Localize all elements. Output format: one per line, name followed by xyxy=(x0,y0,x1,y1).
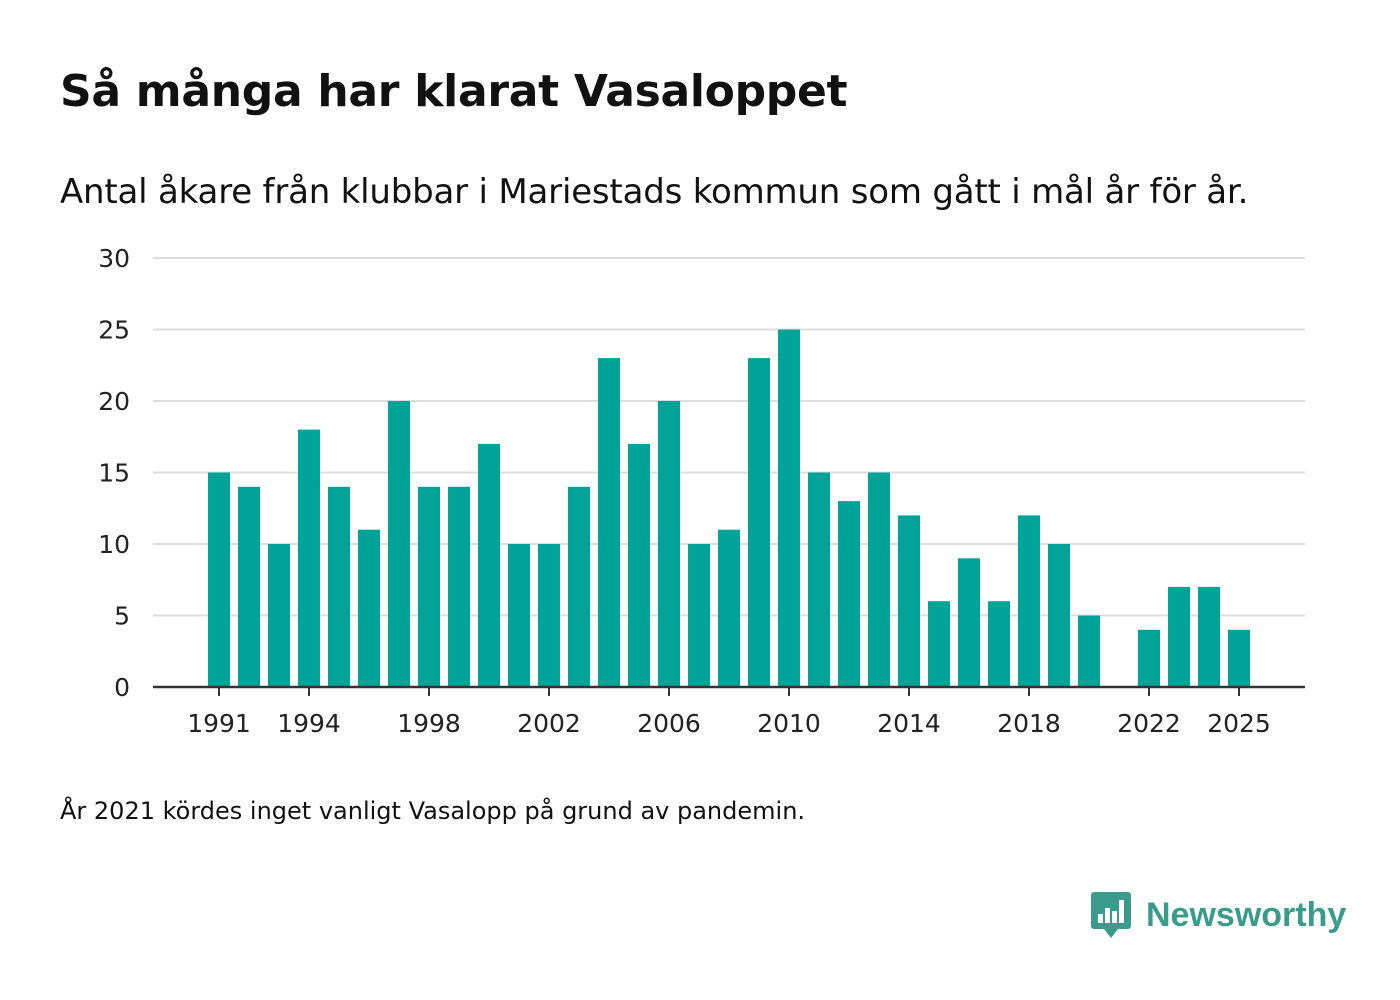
bar-2003 xyxy=(568,486,590,687)
y-tick-label-10: 10 xyxy=(98,530,130,559)
bar-2015 xyxy=(928,601,950,687)
bar-1996 xyxy=(358,529,380,687)
bar-2020 xyxy=(1078,615,1100,687)
bar-1991 xyxy=(208,472,230,687)
bar-2012 xyxy=(838,501,860,687)
bar-2023 xyxy=(1168,586,1190,687)
bar-2008 xyxy=(718,529,740,687)
bar-2004 xyxy=(598,358,620,687)
bar-2000 xyxy=(478,443,500,687)
y-tick-label-20: 20 xyxy=(98,387,130,416)
y-tick-label-30: 30 xyxy=(98,244,130,273)
bar-2011 xyxy=(808,472,830,687)
bar-2024 xyxy=(1198,586,1220,687)
x-tick-label-1991: 1991 xyxy=(187,709,251,738)
y-tick-label-0: 0 xyxy=(114,673,130,702)
bar-2019 xyxy=(1048,544,1070,687)
x-tick-label-2006: 2006 xyxy=(637,709,701,738)
bar-2007 xyxy=(688,544,710,687)
bar-1999 xyxy=(448,486,470,687)
bar-2010 xyxy=(778,329,800,687)
bar-1993 xyxy=(268,544,290,687)
y-tick-label-15: 15 xyxy=(98,459,130,488)
bar-1994 xyxy=(298,429,320,687)
bar-2016 xyxy=(958,558,980,687)
x-tick-label-1994: 1994 xyxy=(277,709,341,738)
x-tick-label-2010: 2010 xyxy=(757,709,821,738)
chart-title: Så många har klarat Vasaloppet xyxy=(60,66,848,117)
x-tick-label-2018: 2018 xyxy=(997,709,1061,738)
y-tick-label-25: 25 xyxy=(98,316,130,345)
bar-2018 xyxy=(1018,515,1040,687)
bar-2013 xyxy=(868,472,890,687)
x-tick-label-2014: 2014 xyxy=(877,709,941,738)
bar-1992 xyxy=(238,486,260,687)
bar-2006 xyxy=(658,401,680,687)
y-tick-label-5: 5 xyxy=(114,602,130,631)
footnote: År 2021 kördes inget vanligt Vasalopp på… xyxy=(60,797,806,825)
x-tick-label-1998: 1998 xyxy=(397,709,461,738)
bar-2014 xyxy=(898,515,920,687)
bar-1997 xyxy=(388,401,410,687)
chart-subtitle: Antal åkare från klubbar i Mariestads ko… xyxy=(60,172,1249,212)
bar-2009 xyxy=(748,358,770,687)
bar-2025 xyxy=(1228,629,1250,687)
bar-2001 xyxy=(508,544,530,687)
bar-1998 xyxy=(418,486,440,687)
bar-1995 xyxy=(328,486,350,687)
x-tick-label-2022: 2022 xyxy=(1117,709,1181,738)
x-tick-label-2025: 2025 xyxy=(1207,709,1271,738)
bar-2002 xyxy=(538,544,560,687)
newsworthy-logo-text: Newsworthy xyxy=(1146,895,1347,934)
x-tick-label-2002: 2002 xyxy=(517,709,581,738)
bar-2022 xyxy=(1138,629,1160,687)
bar-2017 xyxy=(988,601,1010,687)
newsworthy-logo-icon xyxy=(1091,892,1131,938)
bar-2005 xyxy=(628,443,650,687)
newsworthy-logo[interactable]: Newsworthy xyxy=(1090,890,1346,940)
